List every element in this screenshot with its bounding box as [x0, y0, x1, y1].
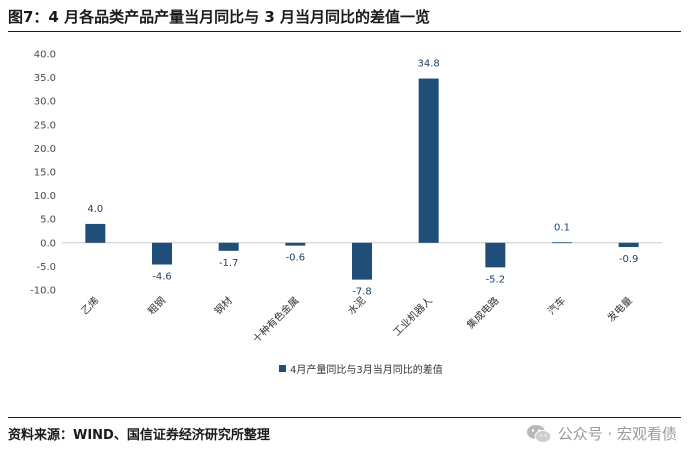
y-tick-label: 5.0: [40, 215, 56, 226]
bar: [85, 223, 106, 243]
x-tick-label: 钢材: [211, 294, 234, 317]
bar: [485, 242, 506, 268]
x-tick-label: 工业机器人: [390, 294, 435, 339]
watermark-text: 公众号 · 宏观看债: [557, 425, 677, 443]
y-tick-label: 20.0: [34, 144, 56, 155]
bar: [552, 242, 572, 244]
data-label: -4.6: [152, 272, 172, 283]
y-tick-label: 40.0: [34, 50, 56, 61]
y-tick-label: 35.0: [34, 73, 56, 84]
data-label: -0.6: [286, 253, 306, 264]
bar: [218, 242, 239, 251]
x-tick-label: 发电量: [604, 294, 634, 324]
y-tick-label: 25.0: [34, 120, 56, 131]
legend-label: 4月产量同比与3月当月同比的差值: [290, 365, 443, 376]
footer-rule: [8, 417, 681, 418]
x-tick-label: 集成电路: [464, 294, 501, 331]
y-tick-label: 0.0: [40, 238, 56, 249]
data-label: 0.1: [554, 222, 570, 233]
data-label: -7.8: [352, 287, 372, 298]
title-rule: [8, 31, 681, 32]
chart-title: 图7：4 月各品类产品产量当月同比与 3 月当月同比的差值一览: [8, 8, 430, 26]
bar: [352, 242, 372, 280]
data-label: 34.8: [418, 59, 440, 70]
bar: [152, 242, 172, 265]
y-tick-label: -5.0: [36, 262, 56, 273]
data-label: -1.7: [219, 258, 239, 269]
y-tick-label: -10.0: [30, 286, 56, 297]
bar: [285, 242, 306, 246]
y-tick-label: 30.0: [34, 97, 56, 108]
x-tick-label: 粗钢: [145, 294, 168, 317]
wechat-icon: [526, 424, 552, 443]
watermark: 公众号 · 宏观看债: [526, 423, 677, 444]
y-tick-label: 10.0: [34, 191, 56, 202]
x-tick-label: 乙烯: [78, 294, 101, 317]
y-tick-label: 15.0: [34, 168, 56, 179]
data-label: 4.0: [87, 204, 103, 215]
source-note: 资料来源：WIND、国信证券经济研究所整理: [8, 428, 270, 443]
bar: [618, 242, 639, 248]
data-label: -0.9: [619, 254, 639, 265]
x-tick-label: 汽车: [545, 294, 568, 317]
x-tick-label: 十种有色金属: [250, 294, 302, 346]
legend-swatch: [279, 365, 286, 372]
bar: [418, 78, 439, 243]
data-label: -5.2: [486, 274, 506, 285]
legend: 4月产量同比与3月当月同比的差值: [279, 361, 443, 376]
